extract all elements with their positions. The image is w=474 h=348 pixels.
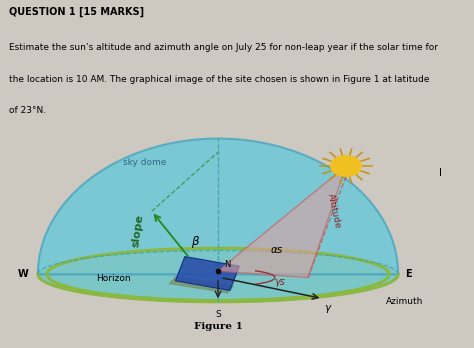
Text: αs: αs	[271, 245, 283, 255]
Text: sky dome: sky dome	[123, 158, 166, 167]
Text: Azimuth: Azimuth	[386, 297, 424, 306]
Text: slope: slope	[130, 213, 145, 248]
Polygon shape	[218, 166, 346, 278]
Text: W: W	[18, 269, 28, 279]
Text: N: N	[224, 260, 230, 269]
Text: Figure 1: Figure 1	[193, 322, 243, 331]
Text: QUESTION 1 [15 MARKS]: QUESTION 1 [15 MARKS]	[9, 7, 145, 17]
Polygon shape	[168, 276, 235, 294]
Text: I: I	[439, 167, 442, 177]
Text: of 23°N.: of 23°N.	[9, 106, 46, 115]
Text: Horizon: Horizon	[96, 274, 131, 283]
Text: S: S	[215, 310, 221, 319]
Text: γ: γ	[324, 302, 330, 313]
Circle shape	[331, 156, 361, 176]
Polygon shape	[175, 256, 239, 291]
Text: Altitude: Altitude	[326, 193, 342, 230]
Ellipse shape	[38, 247, 398, 302]
Polygon shape	[38, 139, 398, 302]
Text: the location is 10 AM. The graphical image of the site chosen is shown in Figure: the location is 10 AM. The graphical ima…	[9, 75, 430, 84]
Text: Estimate the sun’s altitude and azimuth angle on July 25 for non-leap year if th: Estimate the sun’s altitude and azimuth …	[9, 44, 438, 53]
Text: γs: γs	[274, 277, 285, 287]
Text: E: E	[405, 269, 412, 279]
Text: β: β	[191, 236, 198, 248]
